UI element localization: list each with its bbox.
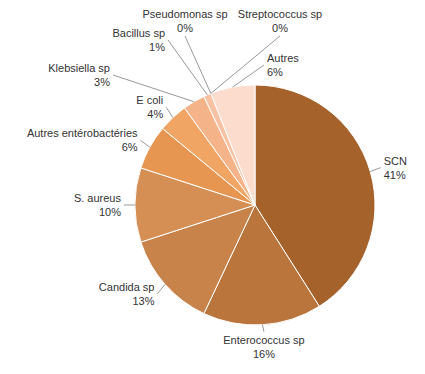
svg-text:E coli4%: E coli4%	[136, 94, 163, 120]
svg-text:Candida sp13%: Candida sp13%	[99, 281, 155, 307]
svg-text:Autres entérobactéries6%: Autres entérobactéries6%	[27, 127, 138, 153]
svg-text:Klebsiella sp3%: Klebsiella sp3%	[48, 62, 110, 88]
svg-text:Bacillus sp1%: Bacillus sp1%	[112, 27, 165, 53]
svg-text:Pseudomonas sp0%: Pseudomonas sp0%	[143, 8, 228, 34]
svg-text:SCN41%: SCN41%	[384, 155, 407, 181]
svg-text:Streptococcus sp0%: Streptococcus sp0%	[238, 8, 322, 34]
svg-text:S. aureus10%: S. aureus10%	[74, 192, 122, 218]
svg-text:Autres6%: Autres6%	[267, 52, 299, 78]
svg-text:Enterococcus sp16%: Enterococcus sp16%	[223, 334, 304, 360]
